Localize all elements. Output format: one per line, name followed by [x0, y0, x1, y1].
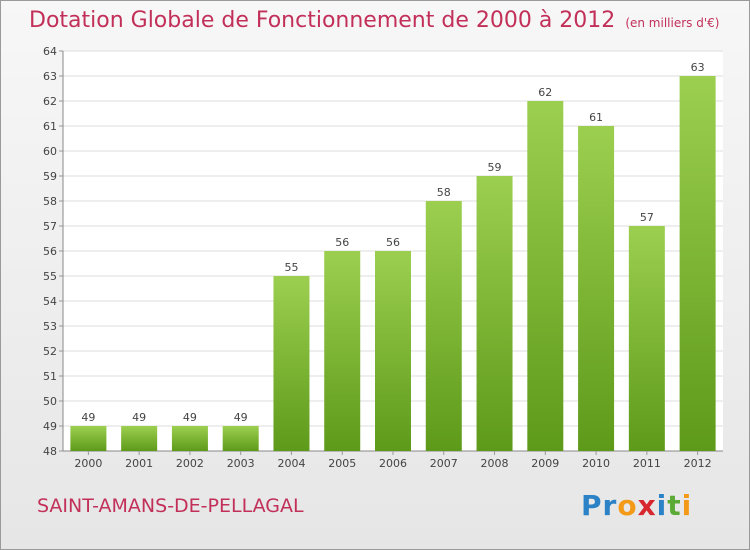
- proxiti-logo[interactable]: Proxiti: [581, 489, 693, 522]
- x-tick-label: 2000: [74, 457, 102, 470]
- y-tick-label: 64: [43, 45, 57, 58]
- bar: [425, 201, 462, 451]
- x-tick-label: 2011: [633, 457, 661, 470]
- bar: [628, 226, 665, 451]
- x-tick-label: 2008: [481, 457, 509, 470]
- x-tick-label: 2002: [176, 457, 204, 470]
- y-tick-label: 51: [43, 370, 57, 383]
- data-label: 61: [589, 111, 603, 124]
- y-tick-label: 49: [43, 420, 57, 433]
- bar: [578, 126, 615, 451]
- bar: [679, 76, 716, 451]
- bar: [222, 426, 259, 451]
- data-label: 59: [488, 161, 502, 174]
- data-label: 49: [132, 411, 146, 424]
- bar: [375, 251, 411, 451]
- y-tick-label: 48: [43, 445, 57, 458]
- y-tick-label: 62: [43, 95, 57, 108]
- bar: [527, 101, 564, 451]
- x-tick-label: 2009: [531, 457, 559, 470]
- data-label: 56: [386, 236, 400, 249]
- data-label: 62: [538, 86, 552, 99]
- x-tick-label: 2006: [379, 457, 407, 470]
- y-tick-label: 58: [43, 195, 57, 208]
- y-tick-label: 63: [43, 70, 57, 83]
- y-tick-label: 50: [43, 395, 57, 408]
- chart-title: Dotation Globale de Fonctionnement de 20…: [29, 8, 719, 33]
- y-tick-label: 57: [43, 220, 57, 233]
- commune-name: SAINT-AMANS-DE-PELLAGAL: [37, 495, 304, 517]
- bar: [121, 426, 158, 451]
- bar: [476, 176, 513, 451]
- chart-unit: (en milliers d'€): [625, 16, 720, 30]
- y-tick-label: 53: [43, 320, 57, 333]
- y-tick-label: 61: [43, 120, 57, 133]
- x-tick-label: 2007: [430, 457, 458, 470]
- y-tick-label: 55: [43, 270, 57, 283]
- y-tick-label: 59: [43, 170, 57, 183]
- y-tick-label: 60: [43, 145, 57, 158]
- x-tick-label: 2001: [125, 457, 153, 470]
- data-label: 56: [335, 236, 349, 249]
- data-label: 49: [183, 411, 197, 424]
- bar: [273, 276, 310, 451]
- bar: [171, 426, 208, 451]
- x-tick-label: 2012: [684, 457, 712, 470]
- y-tick-label: 56: [43, 245, 57, 258]
- bar: [324, 251, 361, 451]
- y-tick-label: 54: [43, 295, 57, 308]
- data-label: 49: [81, 411, 95, 424]
- x-tick-label: 2003: [227, 457, 255, 470]
- chart-title-text: Dotation Globale de Fonctionnement de 20…: [29, 8, 616, 33]
- data-label: 58: [437, 186, 451, 199]
- x-tick-label: 2010: [582, 457, 610, 470]
- bar: [70, 426, 107, 451]
- data-label: 55: [284, 261, 298, 274]
- x-tick-label: 2004: [277, 457, 305, 470]
- x-tick-label: 2005: [328, 457, 356, 470]
- data-label: 49: [234, 411, 248, 424]
- y-tick-label: 52: [43, 345, 57, 358]
- data-label: 63: [691, 61, 705, 74]
- data-label: 57: [640, 211, 654, 224]
